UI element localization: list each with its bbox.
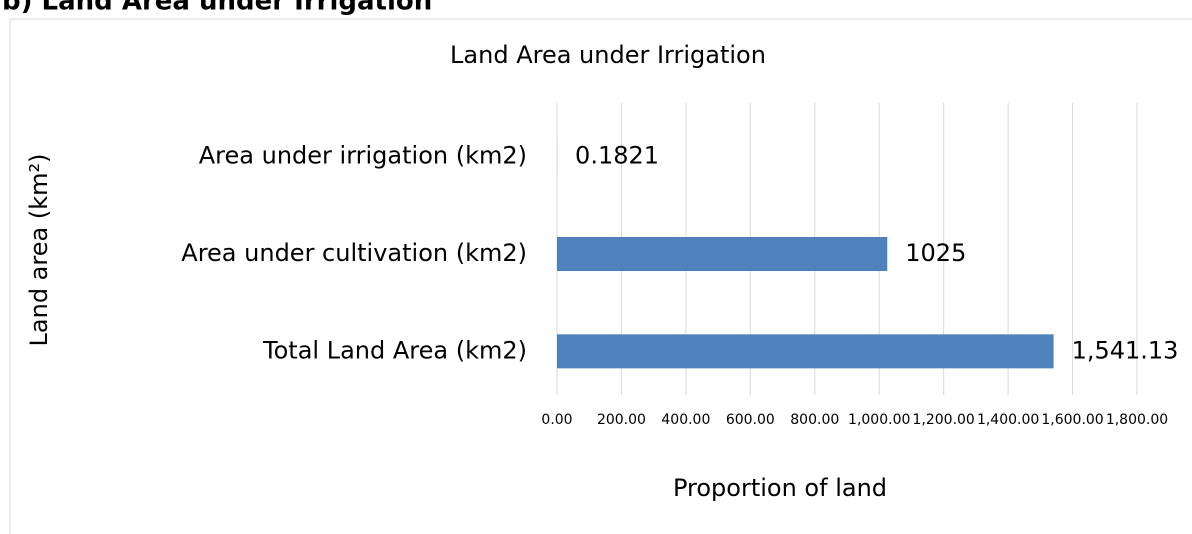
chart-frame bbox=[9, 18, 1192, 534]
value-label: 1,541.13 bbox=[1072, 336, 1179, 364]
x-tick-label: 1,200.00 bbox=[912, 412, 974, 428]
bar bbox=[557, 237, 888, 271]
x-tick-label: 400.00 bbox=[661, 412, 710, 428]
chart-title: Land Area under Irrigation bbox=[450, 41, 766, 69]
x-tick-label: 200.00 bbox=[597, 412, 646, 428]
value-label: 1025 bbox=[905, 239, 966, 267]
x-tick-label: 800.00 bbox=[790, 412, 839, 428]
y-tick-label: Area under cultivation (km2) bbox=[181, 239, 527, 267]
x-tick-label: 1,400.00 bbox=[977, 412, 1039, 428]
x-tick-label: 600.00 bbox=[726, 412, 775, 428]
y-axis-title: Land area (km²) bbox=[25, 154, 53, 347]
value-label: 0.1821 bbox=[575, 142, 659, 170]
y-tick-label: Total Land Area (km2) bbox=[262, 336, 527, 364]
x-axis-title: Proportion of land bbox=[673, 474, 887, 502]
x-tick-label: 0.00 bbox=[541, 412, 572, 428]
bar bbox=[557, 334, 1054, 369]
x-tick-label: 1,000.00 bbox=[848, 412, 910, 428]
x-tick-label: 1,800.00 bbox=[1106, 412, 1168, 428]
heading: b) Land Area under Irrigation bbox=[2, 0, 432, 17]
x-tick-label: 1,600.00 bbox=[1041, 412, 1103, 428]
y-tick-label: Area under irrigation (km2) bbox=[199, 142, 527, 170]
